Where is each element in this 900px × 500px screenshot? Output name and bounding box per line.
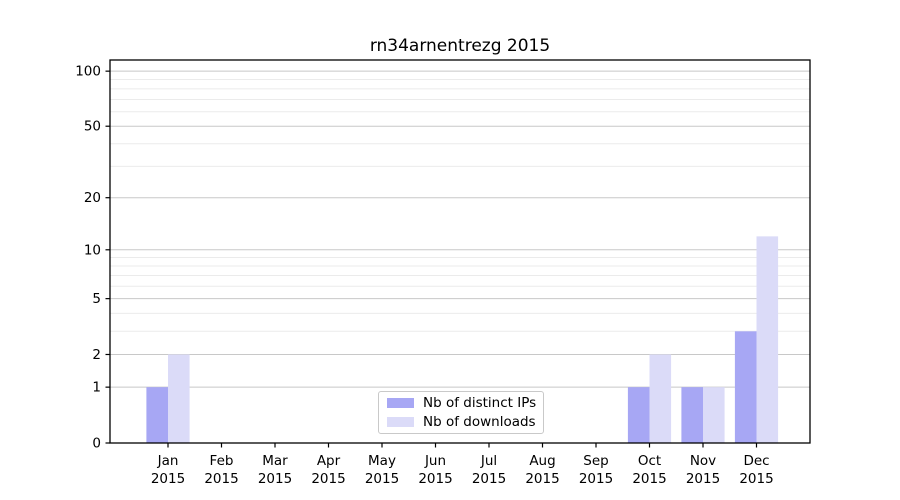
bar-nb-of-downloads-oct xyxy=(649,354,672,443)
y-tick-label: 1 xyxy=(92,380,101,396)
bar-nb-of-downloads-dec xyxy=(756,236,779,443)
x-tick-label-year: 2015 xyxy=(151,471,185,487)
chart-title: rn34arnentrezg 2015 xyxy=(369,36,551,56)
x-tick-label-year: 2015 xyxy=(418,471,452,487)
legend-swatch-distinct-ips xyxy=(387,398,414,408)
x-tick-label-year: 2015 xyxy=(311,471,345,487)
x-tick-label-month: Jan xyxy=(157,453,179,469)
legend: Nb of distinct IPs Nb of downloads xyxy=(378,391,544,434)
x-tick-label-year: 2015 xyxy=(739,471,773,487)
y-tick-label: 5 xyxy=(92,291,101,307)
bar-nb-of-distinct-ips-oct xyxy=(627,387,650,443)
plot-frame xyxy=(109,59,811,444)
x-tick-label-year: 2015 xyxy=(525,471,559,487)
x-tick-label-month: Jul xyxy=(480,453,497,469)
x-tick-label-year: 2015 xyxy=(579,471,613,487)
x-tick-label-year: 2015 xyxy=(472,471,506,487)
legend-item-distinct-ips: Nb of distinct IPs xyxy=(387,395,537,411)
y-tick-label: 20 xyxy=(84,190,101,206)
x-tick-label-month: Jun xyxy=(424,453,446,469)
x-tick-label-month: Sep xyxy=(583,453,608,469)
y-tick-label: 10 xyxy=(84,242,101,258)
x-tick-label-year: 2015 xyxy=(204,471,238,487)
y-tick-label: 0 xyxy=(92,436,101,452)
bar-nb-of-downloads-nov xyxy=(703,387,725,443)
bar-nb-of-distinct-ips-dec xyxy=(734,331,757,443)
x-tick-label-year: 2015 xyxy=(632,471,666,487)
bar-nb-of-downloads-jan xyxy=(168,354,190,443)
x-tick-label-year: 2015 xyxy=(686,471,720,487)
legend-label-downloads: Nb of downloads xyxy=(423,414,536,430)
x-tick-label-month: Apr xyxy=(317,453,341,469)
legend-swatch-downloads xyxy=(387,417,414,427)
x-tick-label-month: Nov xyxy=(690,453,716,469)
y-tick-label: 100 xyxy=(75,64,101,80)
x-tick-label-month: May xyxy=(368,453,396,469)
y-tick-label: 50 xyxy=(84,119,101,135)
x-tick-label-year: 2015 xyxy=(365,471,399,487)
x-tick-label-month: Mar xyxy=(262,453,288,469)
bar-nb-of-distinct-ips-nov xyxy=(681,387,703,443)
bar-nb-of-distinct-ips-jan xyxy=(146,387,168,443)
x-tick-label-month: Aug xyxy=(529,453,555,469)
x-tick-label-month: Dec xyxy=(743,453,769,469)
legend-item-downloads: Nb of downloads xyxy=(387,414,536,430)
x-tick-label-year: 2015 xyxy=(258,471,292,487)
x-tick-label-month: Feb xyxy=(210,453,234,469)
legend-label-distinct-ips: Nb of distinct IPs xyxy=(423,395,537,411)
y-tick-label: 2 xyxy=(92,347,101,363)
x-tick-label-month: Oct xyxy=(638,453,661,469)
